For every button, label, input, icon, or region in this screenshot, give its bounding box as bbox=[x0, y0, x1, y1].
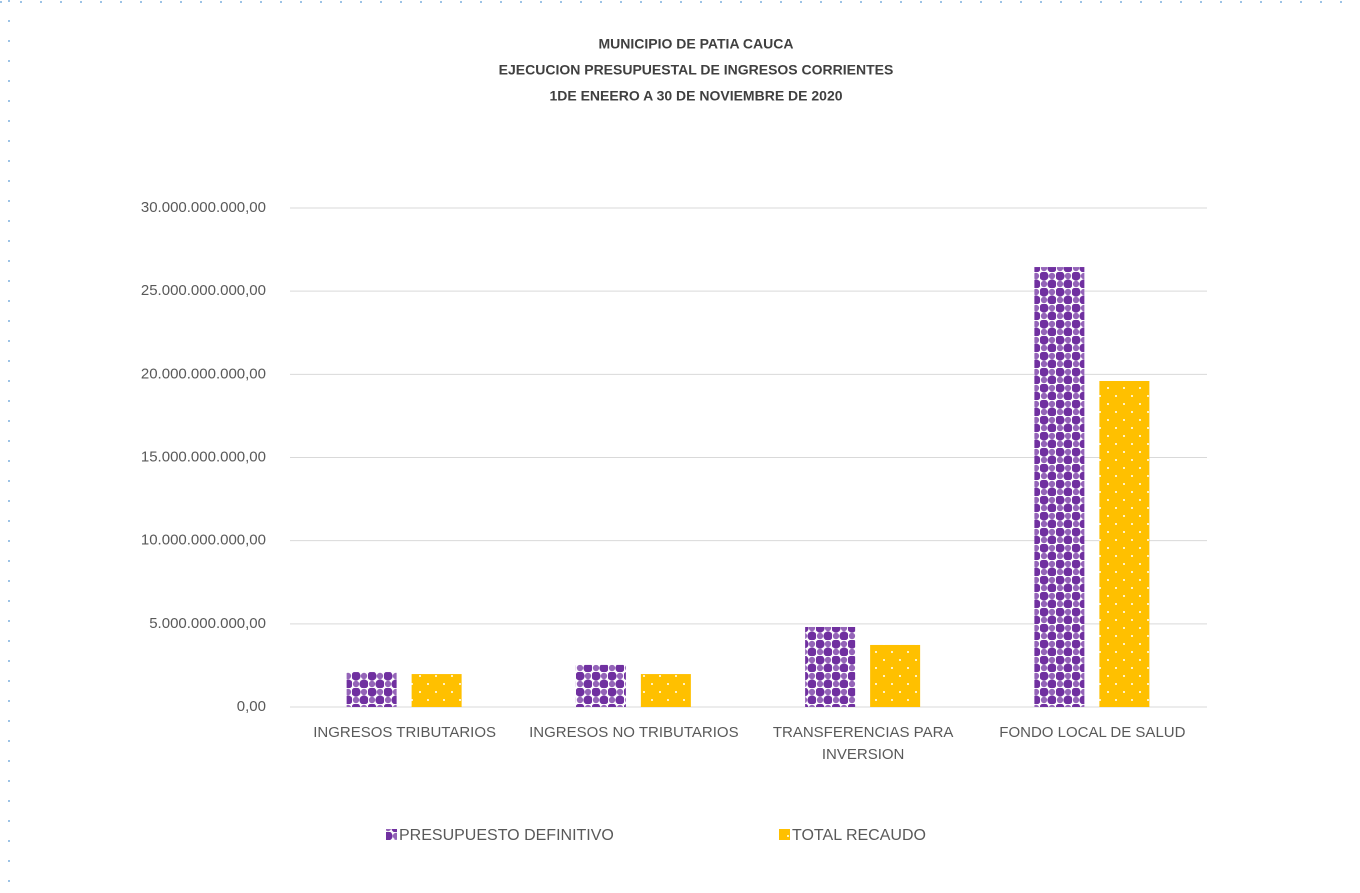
bar bbox=[870, 644, 921, 707]
y-tick-label: 0,00 bbox=[237, 698, 266, 715]
legend-swatch bbox=[386, 829, 397, 840]
x-tick-label: FONDO LOCAL DE SALUD bbox=[999, 724, 1186, 741]
x-tick-label: INGRESOS NO TRIBUTARIOS bbox=[529, 724, 739, 741]
y-tick-label: 25.000.000.000,00 bbox=[141, 282, 266, 299]
legend-swatch bbox=[779, 829, 790, 840]
bar bbox=[1034, 267, 1085, 707]
bar bbox=[411, 674, 462, 707]
chart-title: EJECUCION PRESUPUESTAL DE INGRESOS CORRI… bbox=[499, 62, 894, 78]
bar bbox=[1099, 380, 1150, 707]
bar bbox=[805, 626, 856, 707]
x-tick-label: INGRESOS TRIBUTARIOS bbox=[313, 724, 497, 741]
chart-title: MUNICIPIO DE PATIA CAUCA bbox=[599, 36, 794, 52]
x-tick-label: TRANSFERENCIAS PARA INVERSION bbox=[772, 724, 954, 763]
bar bbox=[575, 664, 626, 707]
legend-label: PRESUPUESTO DEFINITIVO bbox=[399, 827, 614, 844]
y-tick-label: 20.000.000.000,00 bbox=[141, 365, 266, 382]
y-tick-label: 5.000.000.000,00 bbox=[149, 615, 266, 632]
legend-label: TOTAL RECAUDO bbox=[792, 827, 926, 844]
y-tick-label: 15.000.000.000,00 bbox=[141, 448, 266, 465]
chart-title: 1DE ENEERO A 30 DE NOVIEMBRE DE 2020 bbox=[549, 88, 842, 104]
y-tick-label: 10.000.000.000,00 bbox=[141, 532, 266, 549]
bar bbox=[640, 674, 691, 707]
bar bbox=[346, 672, 397, 707]
y-tick-label: 30.000.000.000,00 bbox=[141, 199, 266, 216]
